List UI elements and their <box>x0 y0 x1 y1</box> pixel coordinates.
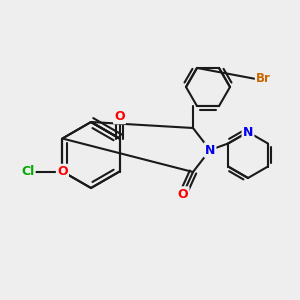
Text: O: O <box>178 188 188 200</box>
Text: Br: Br <box>256 73 271 85</box>
Text: N: N <box>243 125 253 139</box>
Text: O: O <box>57 165 68 178</box>
Text: N: N <box>205 143 215 157</box>
Text: O: O <box>114 110 125 123</box>
Text: Cl: Cl <box>21 165 34 178</box>
